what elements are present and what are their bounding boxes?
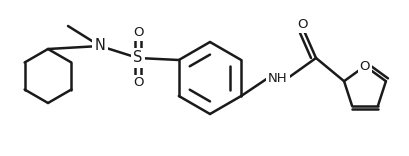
- Text: O: O: [133, 27, 143, 39]
- Text: NH: NH: [268, 71, 288, 85]
- Text: O: O: [133, 76, 143, 90]
- Text: O: O: [298, 19, 308, 32]
- Text: N: N: [94, 39, 106, 54]
- Text: S: S: [133, 51, 143, 66]
- Text: O: O: [360, 59, 370, 73]
